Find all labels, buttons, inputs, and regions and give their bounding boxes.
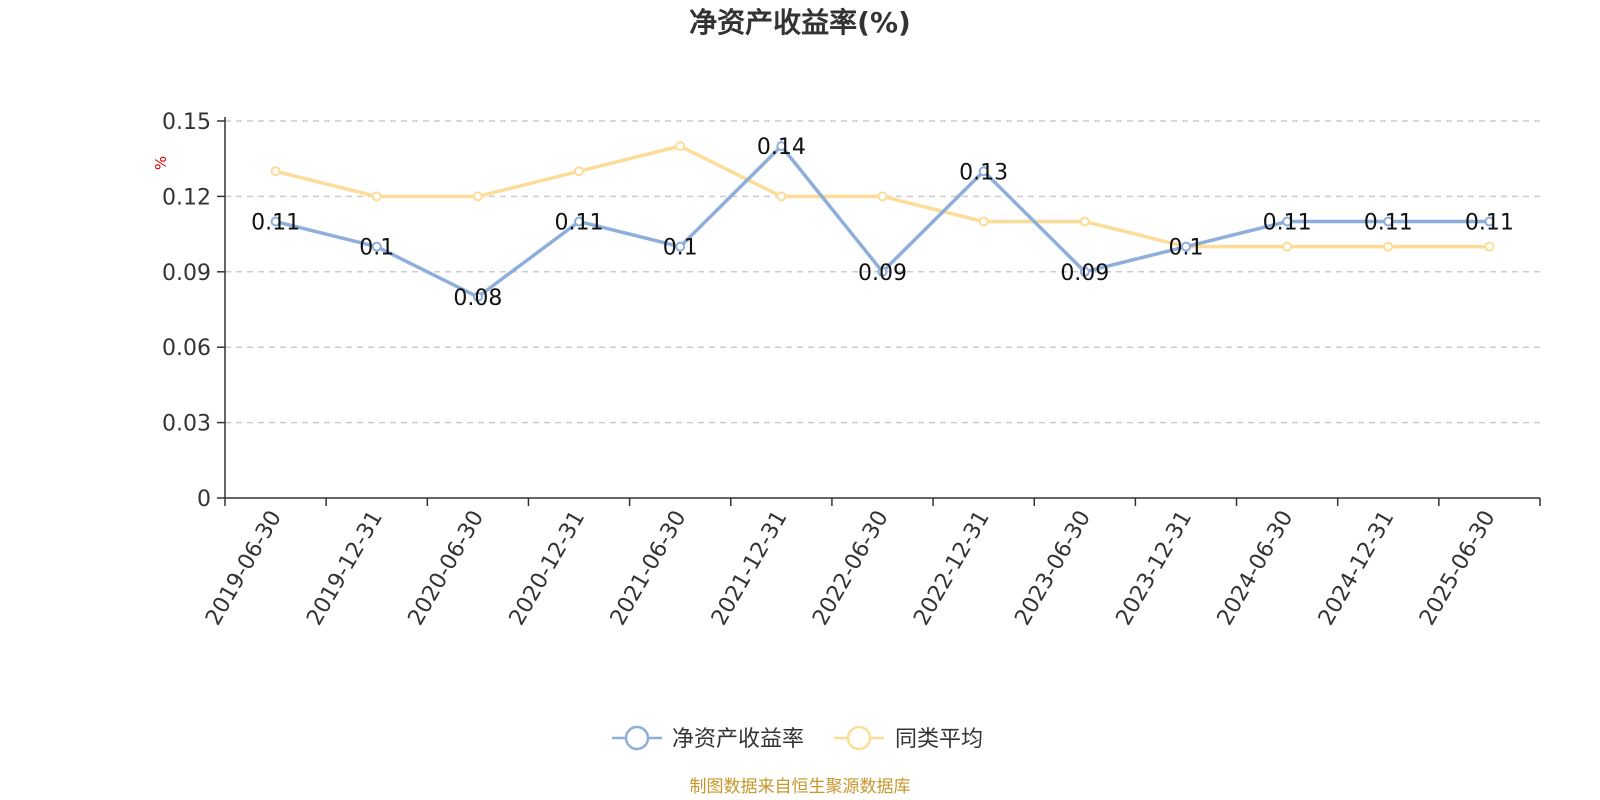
roe-point bbox=[1484, 216, 1495, 227]
y-tick-label: 0 bbox=[197, 487, 211, 512]
peer-average-point bbox=[472, 191, 483, 202]
legend-circle-icon bbox=[846, 725, 872, 751]
y-tick-label: 0.12 bbox=[162, 185, 211, 210]
roe-point bbox=[675, 241, 686, 252]
roe-point bbox=[472, 291, 483, 302]
peer-average-point bbox=[1383, 241, 1394, 252]
y-tick-label: 0.15 bbox=[162, 110, 211, 135]
x-tick-label: 2020-06-30 bbox=[404, 507, 490, 630]
peer-average-point bbox=[978, 216, 989, 227]
data-label: 0.11 bbox=[555, 211, 604, 236]
data-label: 0.09 bbox=[858, 261, 907, 286]
data-label: 0.13 bbox=[959, 160, 1008, 185]
roe-point bbox=[1079, 266, 1090, 277]
peer-average-point bbox=[776, 191, 787, 202]
x-tick-label: 2024-12-31 bbox=[1314, 507, 1400, 630]
series-lines bbox=[270, 141, 1495, 302]
legend-item-peer-average[interactable]: 同类平均 bbox=[834, 725, 983, 752]
chart-title: 净资产收益率(%) bbox=[689, 6, 911, 39]
data-label: 0.11 bbox=[1465, 211, 1514, 236]
data-labels: 0.11 0.1 0.08 0.11 0.1 0.14 0.09 0.13 0.09 0.1 0.1… bbox=[251, 135, 1514, 311]
x-tick-label: 2023-06-30 bbox=[1010, 507, 1096, 630]
peer-average-point bbox=[675, 141, 686, 152]
roe-point bbox=[1180, 241, 1191, 252]
peer-average-point bbox=[1484, 241, 1495, 252]
x-tick-label: 2022-06-30 bbox=[808, 507, 894, 630]
peer-average-point bbox=[574, 166, 585, 177]
x-tick-label: 2020-12-31 bbox=[505, 507, 591, 630]
data-label: 0.1 bbox=[663, 236, 698, 261]
roe-point bbox=[270, 216, 281, 227]
x-tick-label: 2022-12-31 bbox=[909, 506, 995, 629]
x-tick-label: 2025-06-30 bbox=[1415, 507, 1501, 630]
y-tick-label: 0.03 bbox=[162, 412, 211, 437]
x-tick-label: 2021-12-31 bbox=[707, 507, 793, 630]
legend-label: 同类平均 bbox=[895, 727, 983, 752]
source-note: 制图数据来自恒生聚源数据库 bbox=[690, 777, 911, 797]
roe-point bbox=[978, 166, 989, 177]
data-label: 0.09 bbox=[1060, 261, 1109, 286]
roe-point bbox=[574, 216, 585, 227]
peer-average-point bbox=[877, 191, 888, 202]
x-tick-label: 2023-12-31 bbox=[1112, 507, 1198, 630]
data-label: 0.08 bbox=[453, 286, 502, 311]
legend-label: 净资产收益率 bbox=[672, 727, 804, 752]
y-axis-unit-label: % bbox=[152, 156, 170, 170]
data-label: 0.11 bbox=[1364, 211, 1413, 236]
roe-point bbox=[1282, 216, 1293, 227]
legend-circle-icon bbox=[624, 725, 650, 751]
y-tick-label: 0.09 bbox=[162, 261, 211, 286]
roe-point bbox=[1383, 216, 1394, 227]
axes: 0 0.03 0.06 0.09 0.12 0.15 2019-06-30 2019-12-3… bbox=[162, 110, 1541, 630]
roe-point bbox=[877, 266, 888, 277]
roe-point bbox=[776, 141, 787, 152]
data-label: 0.14 bbox=[757, 135, 806, 160]
roe-point bbox=[371, 241, 382, 252]
peer-average-point bbox=[1282, 241, 1293, 252]
legend[interactable]: 净资产收益率 同类平均 bbox=[612, 725, 983, 752]
x-tick-label: 2024-06-30 bbox=[1213, 507, 1299, 630]
peer-average-point bbox=[371, 191, 382, 202]
peer-average-point bbox=[1079, 216, 1090, 227]
data-label: 0.1 bbox=[1168, 236, 1203, 261]
data-label: 0.11 bbox=[251, 211, 300, 236]
legend-item-roe[interactable]: 净资产收益率 bbox=[612, 725, 804, 752]
x-tick-label: 2019-12-31 bbox=[302, 507, 388, 630]
y-tick-label: 0.06 bbox=[162, 336, 211, 361]
x-tick-label: 2021-06-30 bbox=[606, 507, 692, 630]
peer-average-point bbox=[270, 166, 281, 177]
data-label: 0.11 bbox=[1263, 211, 1312, 236]
x-tick-label: 2019-06-30 bbox=[201, 507, 287, 630]
data-label: 0.1 bbox=[359, 236, 394, 261]
